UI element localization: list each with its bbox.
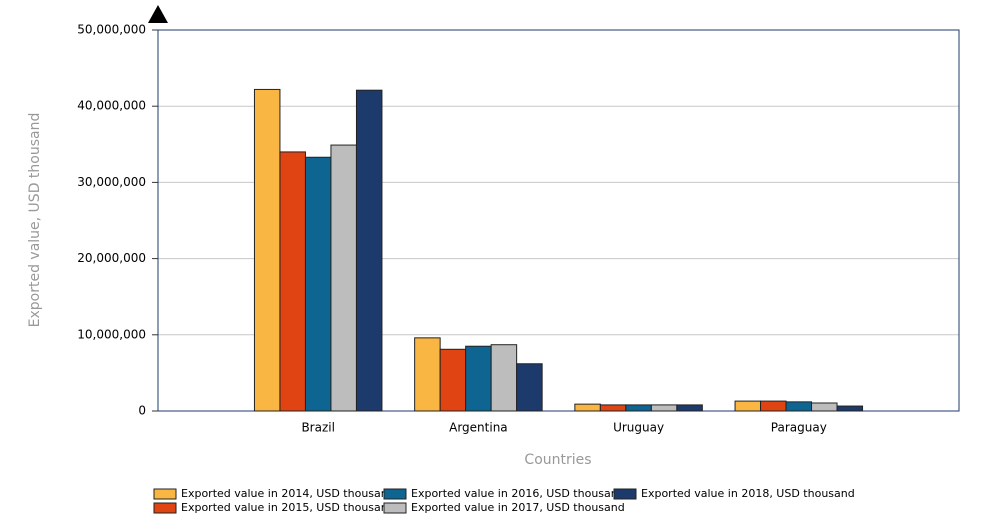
bar bbox=[574, 403, 601, 412]
axis-arrow bbox=[148, 5, 168, 23]
bar bbox=[785, 401, 813, 412]
bar bbox=[439, 348, 467, 412]
legend-label: Exported value in 2015, USD thousand bbox=[181, 501, 395, 514]
legend-label: Exported value in 2014, USD thousand bbox=[181, 487, 395, 500]
legend-swatch bbox=[153, 502, 177, 514]
x-tick-label: Paraguay bbox=[771, 421, 827, 435]
plot-frame bbox=[157, 29, 960, 412]
legend-label: Exported value in 2018, USD thousand bbox=[641, 487, 855, 500]
y-tick-label: 10,000,000 bbox=[77, 327, 146, 341]
y-tick-label: 50,000,000 bbox=[77, 23, 146, 37]
bar bbox=[599, 404, 627, 412]
bar bbox=[836, 405, 864, 412]
y-tick-label: 40,000,000 bbox=[77, 99, 146, 113]
bar bbox=[465, 345, 492, 412]
bar bbox=[760, 400, 787, 412]
bar bbox=[304, 156, 332, 412]
bar bbox=[811, 402, 838, 412]
x-axis-title: Countries bbox=[524, 452, 591, 468]
legend-swatch bbox=[383, 488, 407, 500]
bar bbox=[516, 363, 543, 412]
y-tick-label: 0 bbox=[138, 404, 146, 418]
y-tick-label: 30,000,000 bbox=[77, 175, 146, 189]
bar bbox=[676, 404, 703, 412]
bar bbox=[279, 151, 306, 412]
bar bbox=[625, 404, 652, 412]
y-axis-title: Exported value, USD thousand bbox=[27, 113, 43, 328]
y-tick-label: 20,000,000 bbox=[77, 251, 146, 265]
legend-swatch bbox=[383, 502, 407, 514]
legend-label: Exported value in 2016, USD thousand bbox=[411, 487, 625, 500]
bar bbox=[355, 89, 383, 412]
bar bbox=[650, 404, 678, 412]
bar bbox=[414, 337, 441, 412]
x-tick-label: Brazil bbox=[301, 421, 335, 435]
bar bbox=[490, 344, 518, 412]
legend-swatch bbox=[153, 488, 177, 500]
x-tick-label: Uruguay bbox=[613, 421, 664, 435]
bar bbox=[734, 400, 762, 412]
legend-label: Exported value in 2017, USD thousand bbox=[411, 501, 625, 514]
x-tick-label: Argentina bbox=[449, 421, 508, 435]
legend-swatch bbox=[613, 488, 637, 500]
bar bbox=[253, 88, 281, 412]
bar bbox=[330, 144, 357, 412]
